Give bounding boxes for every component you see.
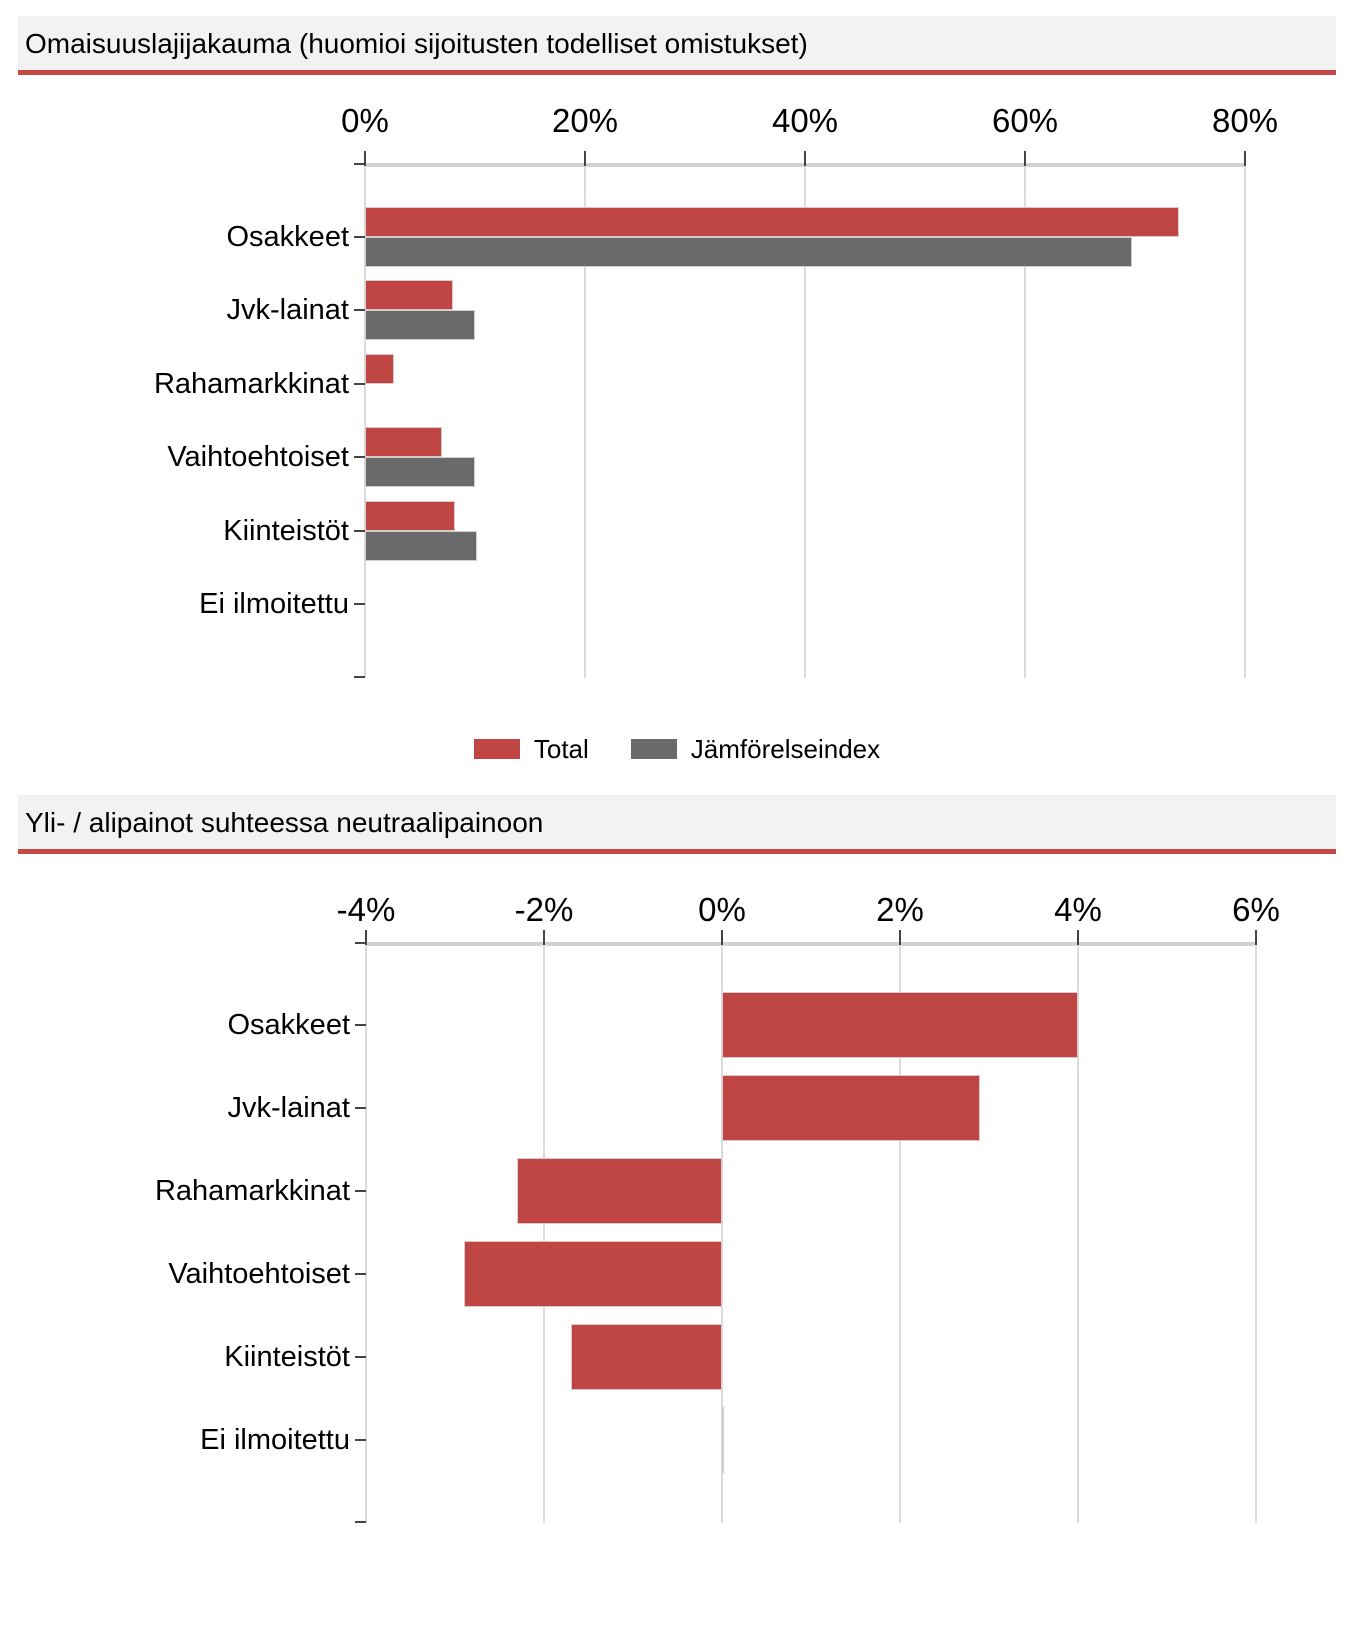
gridline bbox=[364, 163, 366, 678]
gridline bbox=[1255, 942, 1257, 1523]
x-axis-tick bbox=[1024, 151, 1026, 166]
bar-vaihtoehtoiset-total bbox=[365, 427, 442, 458]
gridline bbox=[543, 942, 545, 1523]
chart2-title: Yli- / alipainot suhteessa neutraalipain… bbox=[25, 807, 544, 838]
chart2-plot-area: -4% -2% 0% 2% 4% 6% Osakkeet Jvk-lainat Rahamark… bbox=[155, 892, 1280, 1523]
bar-jvk-lainat-total bbox=[365, 280, 453, 311]
x-tick-label: 0% bbox=[341, 102, 389, 139]
bar-kiinteist-t-total bbox=[365, 500, 456, 531]
x-axis-tick bbox=[364, 151, 366, 166]
category-label: Ei ilmoitettu bbox=[199, 588, 349, 621]
y-axis-tick bbox=[355, 1439, 366, 1441]
y-axis-tick bbox=[354, 529, 365, 532]
x-tick-label: 80% bbox=[1211, 102, 1279, 139]
category-label: Kiinteistöt bbox=[224, 1341, 350, 1373]
chart2-title-rule bbox=[18, 849, 1336, 854]
y-axis-tick bbox=[355, 1190, 366, 1192]
category-label: Vaihtoehtoiset bbox=[167, 441, 349, 474]
bar-vaihtoehtoiset-total bbox=[463, 1241, 722, 1307]
y-axis-tick bbox=[354, 163, 365, 165]
x-tick-label: 6% bbox=[1232, 891, 1280, 928]
chart1-title-bar: Omaisuuslajijakauma (huomioi sijoitusten… bbox=[18, 16, 1336, 75]
x-axis-tick bbox=[1244, 151, 1246, 166]
legend-item-total: Total bbox=[473, 734, 589, 764]
gridline bbox=[1244, 163, 1246, 678]
chart1-title: Omaisuuslajijakauma (huomioi sijoitusten… bbox=[25, 28, 808, 59]
category-label: Rahamarkkinat bbox=[154, 1175, 350, 1207]
x-axis-tick bbox=[1255, 930, 1257, 945]
category-label: Kiinteistöt bbox=[223, 514, 349, 547]
gridline bbox=[804, 163, 806, 678]
gridline bbox=[584, 163, 586, 678]
y-axis-tick bbox=[355, 1273, 366, 1275]
category-label: Rahamarkkinat bbox=[153, 367, 349, 400]
x-tick-label: 20% bbox=[551, 102, 619, 139]
bar-ei-ilmoitettu-total bbox=[722, 1407, 724, 1473]
x-tick-label: 60% bbox=[991, 102, 1059, 139]
y-axis-tick bbox=[354, 309, 365, 312]
x-axis-tick bbox=[899, 930, 901, 945]
category-label: Vaihtoehtoiset bbox=[168, 1258, 350, 1290]
y-axis-tick bbox=[355, 1356, 366, 1358]
chart2-title-bar: Yli- / alipainot suhteessa neutraalipain… bbox=[18, 795, 1336, 854]
y-axis-tick bbox=[354, 456, 365, 459]
bar-jvk-lainat-benchmark bbox=[365, 310, 475, 341]
gridline bbox=[365, 942, 367, 1523]
bar-rahamarkkinat-total bbox=[517, 1158, 722, 1224]
gridline bbox=[899, 942, 901, 1523]
x-tick-label: -4% bbox=[336, 891, 396, 928]
y-axis-tick bbox=[355, 942, 366, 944]
category-label: Ei ilmoitettu bbox=[200, 1424, 350, 1456]
bar-kiinteist-t-benchmark bbox=[365, 530, 478, 561]
gridline bbox=[721, 942, 723, 1523]
chart1-plot-area: 0% 20% 40% 60% 80% Osakkeet Jvk-lainat Rahamark… bbox=[154, 103, 1278, 678]
x-axis-line bbox=[365, 942, 1257, 946]
x-axis-tick bbox=[584, 151, 586, 166]
x-tick-label: 4% bbox=[1054, 891, 1102, 928]
gridline bbox=[1024, 163, 1026, 678]
y-axis-tick bbox=[354, 676, 365, 678]
gridline bbox=[1077, 942, 1079, 1523]
y-axis-tick bbox=[355, 1024, 366, 1026]
bar-osakkeet-benchmark bbox=[365, 236, 1132, 267]
category-label: Osakkeet bbox=[226, 220, 350, 253]
x-axis-tick bbox=[365, 930, 367, 945]
x-axis-tick bbox=[721, 930, 723, 945]
y-axis-tick bbox=[355, 1521, 366, 1523]
legend-item-benchmark: Jämförelseindex bbox=[630, 734, 881, 764]
bar-osakkeet-total bbox=[365, 206, 1179, 237]
benchmark-series-swatch bbox=[630, 739, 677, 759]
bar-jvk-lainat-total bbox=[722, 1075, 981, 1141]
x-axis-tick bbox=[543, 930, 545, 945]
category-label: Jvk-lainat bbox=[227, 1092, 351, 1124]
y-axis-tick bbox=[355, 1107, 366, 1109]
legend-label-total: Total bbox=[533, 734, 589, 764]
y-axis-tick bbox=[354, 235, 365, 238]
y-axis-tick bbox=[354, 603, 365, 606]
bar-vaihtoehtoiset-benchmark bbox=[365, 457, 475, 488]
legend-label-benchmark: Jämförelseindex bbox=[690, 734, 881, 764]
x-tick-label: 40% bbox=[771, 102, 839, 139]
chart1-title-rule bbox=[18, 70, 1336, 75]
chart1-legend: Total Jämförelseindex bbox=[0, 728, 1354, 770]
x-axis-tick bbox=[804, 151, 806, 166]
bar-rahamarkkinat-total bbox=[365, 353, 394, 384]
y-axis-tick bbox=[354, 382, 365, 385]
bar-kiinteist-t-total bbox=[570, 1324, 722, 1390]
x-tick-label: 2% bbox=[876, 891, 924, 928]
x-tick-label: -2% bbox=[514, 891, 574, 928]
bar-osakkeet-total bbox=[722, 992, 1078, 1058]
total-series-swatch bbox=[473, 739, 520, 759]
x-axis-tick bbox=[1077, 930, 1079, 945]
category-label: Jvk-lainat bbox=[226, 294, 350, 327]
x-tick-label: 0% bbox=[698, 891, 746, 928]
category-label: Osakkeet bbox=[227, 1009, 351, 1041]
